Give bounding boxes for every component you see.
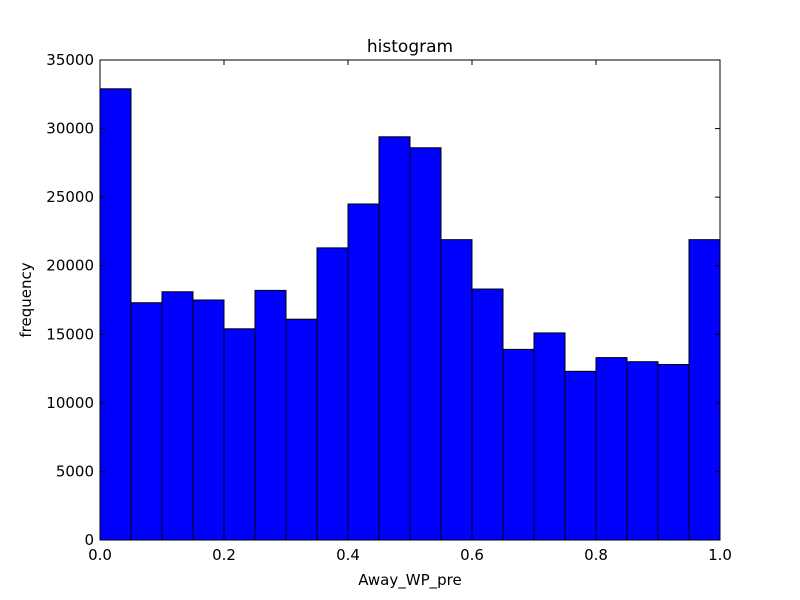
x-tick-label: 0.2 <box>212 546 236 564</box>
x-tick-label: 1.0 <box>708 546 732 564</box>
x-tick-label: 0.6 <box>460 546 484 564</box>
histogram-bar <box>688 239 721 541</box>
x-tick-label: 0.4 <box>336 546 360 564</box>
histogram-bar <box>440 239 473 541</box>
y-axis-label: frequency <box>17 262 35 337</box>
histogram-bar <box>130 302 163 541</box>
histogram-bar <box>564 370 597 541</box>
histogram-bar <box>502 348 535 541</box>
y-tick-label: 15000 <box>46 325 94 343</box>
histogram-bar <box>657 363 690 541</box>
histogram-bar <box>533 332 566 541</box>
histogram-bar <box>595 357 628 541</box>
histogram-bar <box>409 147 442 541</box>
histogram-bar <box>223 328 256 541</box>
histogram-bar <box>161 291 194 541</box>
x-tick-label: 0.0 <box>88 546 112 564</box>
x-axis-label: Away_WP_pre <box>358 571 461 590</box>
plot-frame <box>99 59 721 541</box>
y-tick-label: 30000 <box>46 120 94 138</box>
histogram-bar <box>626 361 659 541</box>
histogram-bar <box>285 318 318 541</box>
histogram-bar <box>254 289 287 541</box>
histogram-bar <box>378 136 411 541</box>
bars-group <box>99 88 721 541</box>
y-tick-label: 10000 <box>46 394 94 412</box>
chart-title: histogram <box>367 37 453 57</box>
histogram-bar <box>99 88 132 541</box>
histogram-bar <box>347 203 380 541</box>
histogram-bar <box>192 299 225 541</box>
y-tick-label: 25000 <box>46 188 94 206</box>
y-tick-label: 5000 <box>56 462 94 480</box>
y-tick-label: 35000 <box>46 51 94 69</box>
histogram-bar <box>471 288 504 541</box>
histogram-bar <box>316 247 349 541</box>
x-axis-ticks: 0.0 0.2 0.4 0.6 0.8 1.0 <box>88 60 732 564</box>
y-tick-label: 20000 <box>46 257 94 275</box>
y-axis-ticks: 0 5000 10000 15000 20000 25000 30000 35000 <box>46 51 720 549</box>
x-tick-label: 0.8 <box>584 546 608 564</box>
y-tick-label: 0 <box>84 531 94 549</box>
